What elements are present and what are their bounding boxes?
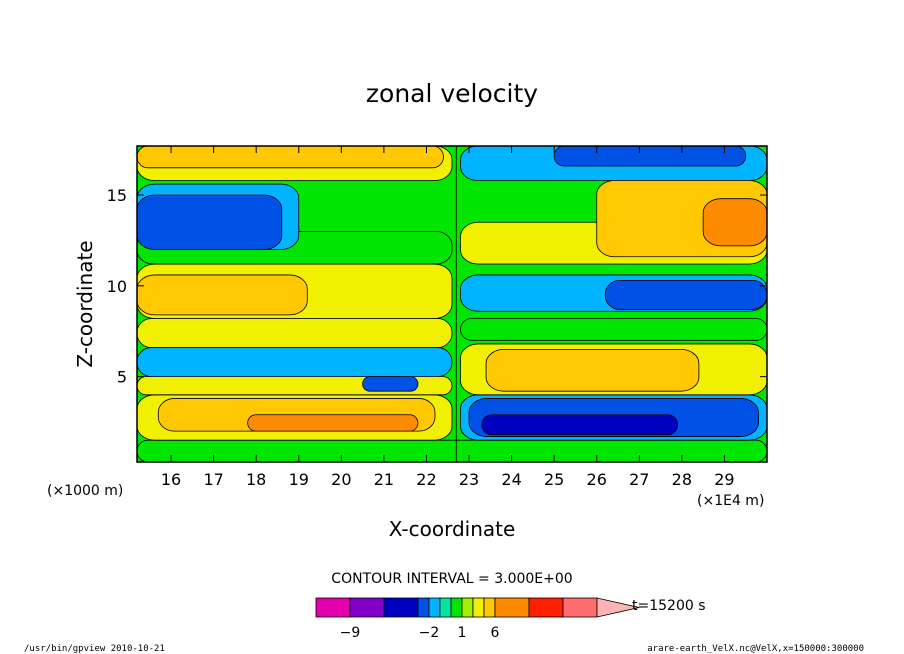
contour-region — [247, 414, 419, 432]
colorbar-segment — [472, 597, 485, 618]
time-label: t=15200 s — [632, 598, 706, 614]
colorbar-label: 1 — [458, 625, 467, 641]
colorbar: −9 −2 1 6 — [315, 597, 640, 641]
plot-area — [136, 145, 768, 463]
y-tick-label: 10 — [107, 277, 127, 296]
contour-region — [362, 376, 419, 392]
contour-interval: CONTOUR INTERVAL = 3.000E+00 — [331, 571, 572, 587]
x-tick-label: 26 — [587, 470, 607, 489]
colorbar-segment — [417, 597, 430, 618]
contour-region — [604, 279, 768, 310]
y-axis: 5 10 15 — [107, 186, 767, 387]
colorbar-segment — [528, 597, 564, 618]
x-axis-label: X-coordinate — [389, 517, 516, 541]
x-unit-note2: (×1E4 m) — [697, 493, 764, 509]
contour-region — [481, 414, 679, 436]
y-tick-label: 15 — [107, 186, 127, 205]
colorbar-segment — [461, 597, 474, 618]
colorbar-label: −9 — [340, 625, 361, 641]
contour-region — [136, 274, 308, 316]
plot-frame — [136, 145, 768, 463]
contour-region — [460, 318, 768, 341]
y-tick-label: 5 — [117, 368, 127, 387]
x-tick-label: 20 — [331, 470, 351, 489]
colorbar-extend-arrow — [596, 597, 640, 618]
contour-region — [136, 318, 453, 348]
colorbar-segment — [349, 597, 385, 618]
colorbar-segment — [428, 597, 441, 618]
x-tick-label: 22 — [416, 470, 436, 489]
contour-region — [136, 145, 444, 169]
colorbar-segment — [383, 597, 419, 618]
x-tick-label: 25 — [544, 470, 564, 489]
x-tick-label: 27 — [629, 470, 649, 489]
colorbar-segment — [494, 597, 530, 618]
contour-region — [136, 347, 453, 378]
colorbar-segment — [450, 597, 463, 618]
colorbar-label: 6 — [491, 625, 500, 641]
x-tick-label: 28 — [672, 470, 692, 489]
x-tick-label: 18 — [246, 470, 266, 489]
contour-region — [136, 194, 283, 250]
colorbar-segment — [483, 597, 496, 618]
x-tick-label: 29 — [714, 470, 734, 489]
x-tick-label: 23 — [459, 470, 479, 489]
colorbar-segment — [315, 597, 351, 618]
footer-right: arare-earth_VelX.nc@VelX,x=150000:300000 — [647, 644, 864, 654]
colorbar-segment — [439, 597, 452, 618]
contour-region — [136, 439, 768, 463]
contour-region — [702, 198, 768, 247]
contour-region — [553, 145, 747, 167]
x-axis: 16 17 18 19 20 21 22 23 24 25 26 27 28 29 — [161, 146, 735, 489]
chart-title: zonal velocity — [366, 79, 538, 108]
y-axis-label: Z-coordinate — [73, 240, 97, 367]
x-tick-label: 16 — [161, 470, 181, 489]
x-tick-label: 17 — [203, 470, 223, 489]
x-tick-label: 21 — [374, 470, 394, 489]
footer-left: /usr/bin/gpview 2010-10-21 — [24, 644, 165, 654]
x-unit-note: (×1000 m) — [47, 483, 123, 499]
colorbar-label: −2 — [419, 625, 440, 641]
x-tick-label: 19 — [289, 470, 309, 489]
x-tick-label: 24 — [501, 470, 521, 489]
contour-region — [485, 349, 700, 392]
colorbar-segment — [562, 597, 598, 618]
